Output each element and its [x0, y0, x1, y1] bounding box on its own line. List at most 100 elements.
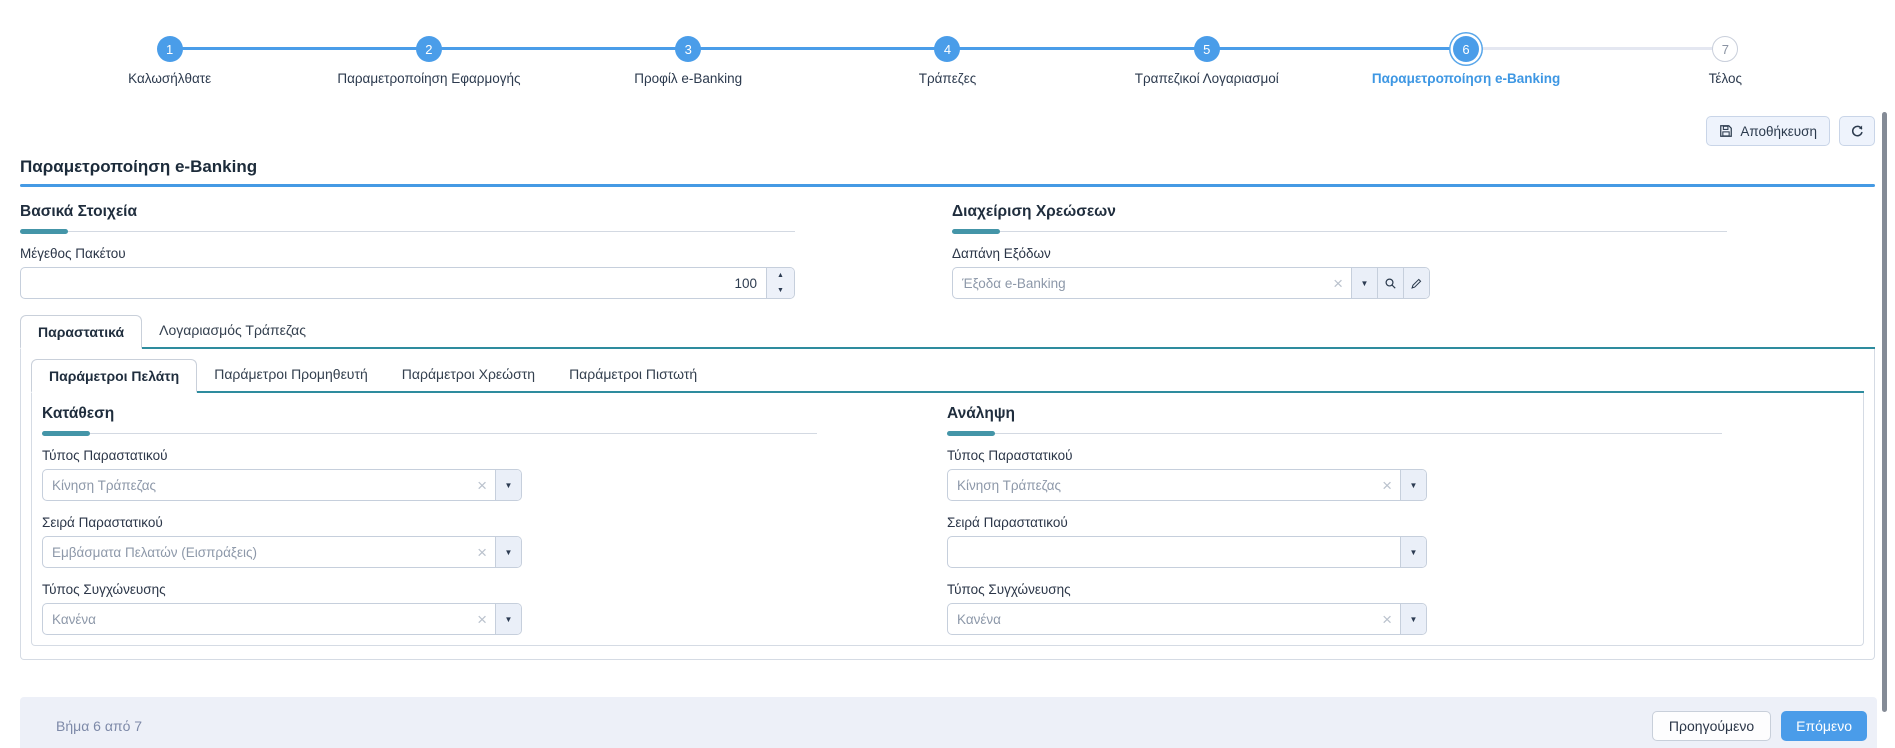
top-sections: Βασικά Στοιχεία Μέγεθος Πακέτου ▲ ▼ Διαχ…: [20, 203, 1875, 299]
wizard-stepper: 1 Καλωσήλθατε 2 Παραμετροποίηση Εφαρμογή…: [40, 36, 1855, 86]
clear-icon[interactable]: ×: [477, 609, 487, 629]
step-circle: 7: [1712, 36, 1739, 62]
wizard-step-3[interactable]: 3 Προφίλ e-Banking: [559, 36, 818, 86]
step-circle: 5: [1193, 36, 1220, 62]
wizard-step-7[interactable]: 7 Τέλος: [1596, 36, 1855, 86]
previous-button[interactable]: Προηγούμενο: [1651, 711, 1772, 741]
clear-icon[interactable]: ×: [1333, 273, 1343, 293]
subtab-customer-params[interactable]: Παράμετροι Πελάτη: [31, 359, 198, 393]
deposit-doc-type-label: Τύπος Παραστατικού: [42, 448, 168, 463]
withdrawal-series-input[interactable]: [948, 537, 1400, 567]
step-circle: 1: [156, 36, 183, 62]
wizard-step-1[interactable]: 1 Καλωσήλθατε: [40, 36, 299, 86]
next-button[interactable]: Επόμενο: [1781, 711, 1867, 741]
step-number: 6: [1462, 41, 1470, 57]
clear-icon[interactable]: ×: [1382, 609, 1392, 629]
expense-search-button[interactable]: [1377, 268, 1403, 298]
step-connector: [688, 47, 948, 50]
wizard-step-4[interactable]: 4 Τράπεζες: [818, 36, 1077, 86]
withdrawal-series-field: ▼: [947, 536, 1427, 568]
step-connector: [428, 47, 689, 50]
refresh-button[interactable]: [1839, 116, 1875, 146]
section-deposit: Κατάθεση Τύπος Παραστατικού × ▼ Σειρά Πα…: [42, 405, 817, 635]
step-connector: [947, 47, 1207, 50]
withdrawal-merge-label: Τύπος Συγχώνευσης: [947, 582, 1071, 597]
step-label: Τέλος: [1708, 71, 1742, 86]
subtab-supplier-params[interactable]: Παράμετροι Προμηθευτή: [214, 366, 368, 382]
withdrawal-merge-field: × ▼: [947, 603, 1427, 635]
withdrawal-series-label: Σειρά Παραστατικού: [947, 515, 1068, 530]
step-label: Καλωσήλθατε: [128, 71, 212, 86]
step-connector: [169, 47, 429, 50]
step-number: 1: [166, 41, 174, 57]
withdrawal-doc-type-label: Τύπος Παραστατικού: [947, 448, 1073, 463]
chevron-down-icon: ▼: [504, 547, 513, 557]
wizard-step-5[interactable]: 5 Τραπεζικοί Λογαριασμοί: [1077, 36, 1336, 86]
save-button-label: Αποθήκευση: [1740, 123, 1817, 139]
subtab-bar: Παράμετροι Πελάτη Παράμετροι Προμηθευτή …: [31, 357, 1864, 393]
deposit-series-dropdown-button[interactable]: ▼: [495, 537, 521, 567]
step-label: Τράπεζες: [918, 71, 977, 86]
withdrawal-series-dropdown-button[interactable]: ▼: [1400, 537, 1426, 567]
refresh-icon: [1850, 124, 1865, 139]
expense-input[interactable]: [953, 268, 1326, 298]
section-basic: Βασικά Στοιχεία Μέγεθος Πακέτου ▲ ▼: [20, 203, 795, 299]
step-circle: 2: [415, 36, 442, 62]
title-divider: [20, 184, 1875, 187]
chevron-down-icon: ▼: [504, 480, 513, 490]
expense-dropdown-button[interactable]: ▼: [1351, 268, 1377, 298]
wizard-step-6-current[interactable]: 6 Παραμετροποίηση e-Banking: [1336, 36, 1595, 86]
section-divider: [952, 229, 1727, 234]
package-size-label: Μέγεθος Πακέτου: [20, 246, 126, 261]
customer-params-panel: Κατάθεση Τύπος Παραστατικού × ▼ Σειρά Πα…: [31, 393, 1864, 646]
withdrawal-doc-type-dropdown-button[interactable]: ▼: [1400, 470, 1426, 500]
tab-bank-account[interactable]: Λογαριασμός Τράπεζας: [159, 322, 306, 338]
deposit-merge-input[interactable]: [43, 604, 470, 634]
vertical-scrollbar[interactable]: [1882, 112, 1887, 712]
subtab-debtor-params[interactable]: Παράμετροι Χρεώστη: [401, 366, 536, 382]
toolbar: Αποθήκευση: [20, 116, 1875, 146]
clear-icon[interactable]: ×: [477, 542, 487, 562]
clear-icon[interactable]: ×: [477, 475, 487, 495]
package-size-field: ▲ ▼: [20, 267, 795, 299]
section-title-withdrawal: Ανάληψη: [947, 405, 1016, 422]
withdrawal-doc-type-field: × ▼: [947, 469, 1427, 501]
step-connector: [1466, 47, 1726, 50]
deposit-merge-dropdown-button[interactable]: ▼: [495, 604, 521, 634]
step-label: Παραμετροποίηση Εφαρμογής: [337, 71, 521, 86]
tab-documents[interactable]: Παραστατικά: [20, 315, 143, 349]
chevron-down-icon: ▼: [1360, 278, 1369, 288]
deposit-series-label: Σειρά Παραστατικού: [42, 515, 163, 530]
deposit-series-field: × ▼: [42, 536, 522, 568]
step-number: 3: [684, 41, 692, 57]
deposit-merge-label: Τύπος Συγχώνευσης: [42, 582, 166, 597]
step-circle: 3: [675, 36, 702, 62]
section-divider: [42, 431, 817, 436]
clear-icon[interactable]: ×: [1382, 475, 1392, 495]
deposit-doc-type-dropdown-button[interactable]: ▼: [495, 470, 521, 500]
tabs-container: Παραστατικά Λογαριασμός Τράπεζας Παράμετ…: [20, 313, 1875, 660]
spinner-up-button[interactable]: ▲: [767, 268, 794, 283]
withdrawal-merge-dropdown-button[interactable]: ▼: [1400, 604, 1426, 634]
step-label: Προφίλ e-Banking: [634, 71, 743, 86]
chevron-down-icon: ▼: [1409, 480, 1418, 490]
spinner-down-button[interactable]: ▼: [767, 283, 794, 298]
expense-edit-button[interactable]: [1403, 268, 1429, 298]
chevron-down-icon: ▼: [504, 614, 513, 624]
wizard-step-2[interactable]: 2 Παραμετροποίηση Εφαρμογής: [299, 36, 558, 86]
package-size-input[interactable]: [21, 268, 766, 298]
deposit-doc-type-input[interactable]: [43, 470, 470, 500]
page-title: Παραμετροποίηση e-Banking: [20, 157, 258, 176]
search-icon: [1384, 277, 1397, 290]
save-button[interactable]: Αποθήκευση: [1706, 116, 1830, 146]
step-connector: [1206, 47, 1467, 50]
deposit-series-input[interactable]: [43, 537, 470, 567]
floppy-icon: [1719, 124, 1733, 138]
step-number: 5: [1203, 41, 1211, 57]
withdrawal-doc-type-input[interactable]: [948, 470, 1375, 500]
tab-bar: Παραστατικά Λογαριασμός Τράπεζας: [20, 313, 1875, 349]
withdrawal-merge-input[interactable]: [948, 604, 1375, 634]
section-divider: [947, 431, 1722, 436]
subtab-creditor-params[interactable]: Παράμετροι Πιστωτή: [569, 366, 698, 382]
